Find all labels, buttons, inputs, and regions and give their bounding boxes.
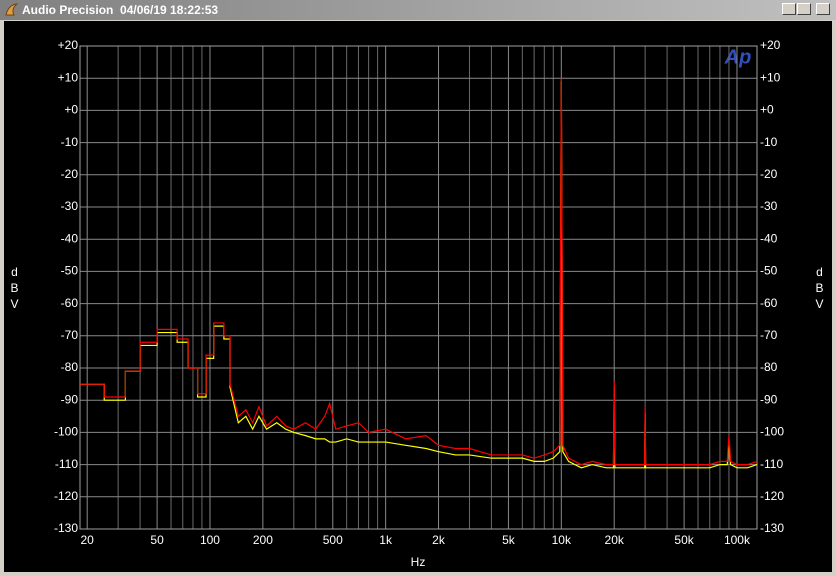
y-tick-label: +20 <box>58 38 79 52</box>
y-tick-label: -90 <box>61 392 79 406</box>
y-tick-label-right: -120 <box>760 489 784 503</box>
maximize-button[interactable] <box>797 3 811 15</box>
y-tick-label-right: -30 <box>760 199 778 213</box>
y-tick-label: +0 <box>64 103 78 117</box>
y-tick-label-right: -90 <box>760 392 778 406</box>
window-title: Audio Precision 04/06/19 18:22:53 <box>22 3 219 17</box>
plot-frame <box>79 45 758 530</box>
y-tick-label-right: -20 <box>760 167 778 181</box>
y-tick-label: -10 <box>61 135 79 149</box>
x-axis-label: Hz <box>411 555 426 569</box>
y-axis-label-right: dBV <box>815 265 824 311</box>
x-tick-label: 100 <box>200 533 220 547</box>
app-icon <box>5 3 19 16</box>
y-tick-label-right: -70 <box>760 328 778 342</box>
y-tick-label: -100 <box>54 425 78 439</box>
x-tick-label: 50 <box>150 533 164 547</box>
x-tick-label: 20k <box>605 533 625 547</box>
y-tick-label: -110 <box>55 457 78 471</box>
y-tick-label-right: -80 <box>760 360 778 374</box>
x-tick-label: 1k <box>379 533 393 547</box>
title-bar: Audio Precision 04/06/19 18:22:53 <box>0 0 836 20</box>
x-tick-label: 200 <box>253 533 273 547</box>
y-tick-label-right: -130 <box>760 521 784 535</box>
y-tick-label-right: +20 <box>760 38 781 52</box>
y-tick-label-right: -110 <box>760 457 783 471</box>
y-tick-label: -80 <box>61 360 79 374</box>
minimize-button[interactable] <box>782 3 796 15</box>
y-tick-label-right: -50 <box>760 264 778 278</box>
y-tick-label: -20 <box>61 167 79 181</box>
y-tick-label: -70 <box>61 328 79 342</box>
y-tick-label: -40 <box>61 231 79 245</box>
close-button[interactable] <box>816 3 830 15</box>
y-tick-label-right: +10 <box>760 70 781 84</box>
x-tick-label: 10k <box>552 533 572 547</box>
plot-background <box>4 21 832 572</box>
y-tick-label: -130 <box>54 521 78 535</box>
y-tick-label-right: -10 <box>760 135 778 149</box>
y-tick-label: -30 <box>61 199 79 213</box>
y-tick-label-right: -60 <box>760 296 778 310</box>
y-axis-label: dBV <box>10 265 19 311</box>
y-tick-label-right: +0 <box>760 103 774 117</box>
y-tick-label: +10 <box>58 70 79 84</box>
x-tick-label: 50k <box>674 533 694 547</box>
y-tick-label: -120 <box>54 489 78 503</box>
x-tick-label: 2k <box>432 533 446 547</box>
x-tick-label: 20 <box>81 533 95 547</box>
x-tick-label: 500 <box>323 533 343 547</box>
x-tick-label: 100k <box>724 533 751 547</box>
logo: Ap <box>724 46 752 68</box>
x-tick-label: 5k <box>502 533 516 547</box>
data-line <box>80 78 758 466</box>
y-tick-label: -50 <box>61 264 79 278</box>
y-tick-label-right: -40 <box>760 231 778 245</box>
y-tick-label-right: -100 <box>760 425 784 439</box>
y-tick-label: -60 <box>61 296 79 310</box>
